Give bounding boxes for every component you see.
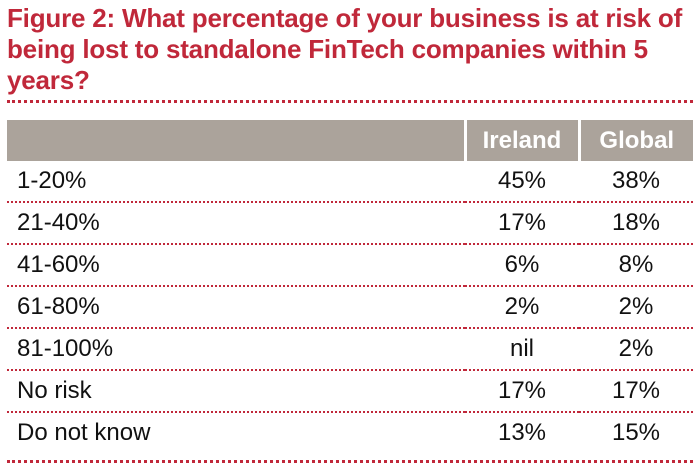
table-header: Ireland Global (7, 120, 693, 161)
table-row: No risk 17% 17% (7, 370, 693, 413)
row-label: 1-20% (7, 161, 465, 203)
row-label: No risk (7, 370, 465, 413)
global-value: 2% (579, 286, 693, 329)
header-label-cell (7, 120, 465, 161)
table-row: 21-40% 17% 18% (7, 202, 693, 245)
results-table: Ireland Global 1-20% 45% 38% 21-40% 17% 18% 41… (7, 120, 693, 453)
table-row: 81-100% nil 2% (7, 328, 693, 371)
global-value: 2% (579, 328, 693, 371)
ireland-value: 6% (465, 244, 579, 287)
ireland-value: 45% (465, 161, 579, 203)
global-value: 15% (611, 419, 661, 446)
table-row: 41-60% 6% 8% (7, 244, 693, 287)
table-row: 61-80% 2% 2% (7, 286, 693, 329)
ireland-value: nil (465, 328, 579, 371)
global-value: 17% (579, 370, 693, 413)
row-label: 41-60% (7, 244, 465, 287)
table-body: 1-20% 45% 38% 21-40% 17% 18% 41-60% 6% 8% 61-80% 2… (7, 161, 693, 453)
ireland-value: 17% (465, 370, 579, 413)
ireland-value: 17% (465, 202, 579, 245)
table-row: 1-20% 45% 38% (7, 161, 693, 203)
row-label: 81-100% (7, 328, 465, 371)
table-row: Do not know 13% 15% (7, 412, 693, 453)
row-label: 61-80% (7, 286, 465, 329)
global-value: 18% (579, 202, 693, 245)
global-value: 8% (579, 244, 693, 287)
bottom-divider (7, 460, 693, 463)
global-value: 38% (579, 161, 693, 203)
ireland-value: 13% (497, 419, 547, 446)
ireland-value: 2% (465, 286, 579, 329)
row-label: Do not know (17, 419, 151, 446)
header-row: Ireland Global (7, 120, 693, 161)
header-ireland: Ireland (463, 120, 579, 161)
header-global: Global (577, 120, 693, 161)
row-label: 21-40% (7, 202, 465, 245)
title-divider (7, 100, 693, 103)
figure-title: Figure 2: What percentage of your busine… (7, 3, 683, 95)
